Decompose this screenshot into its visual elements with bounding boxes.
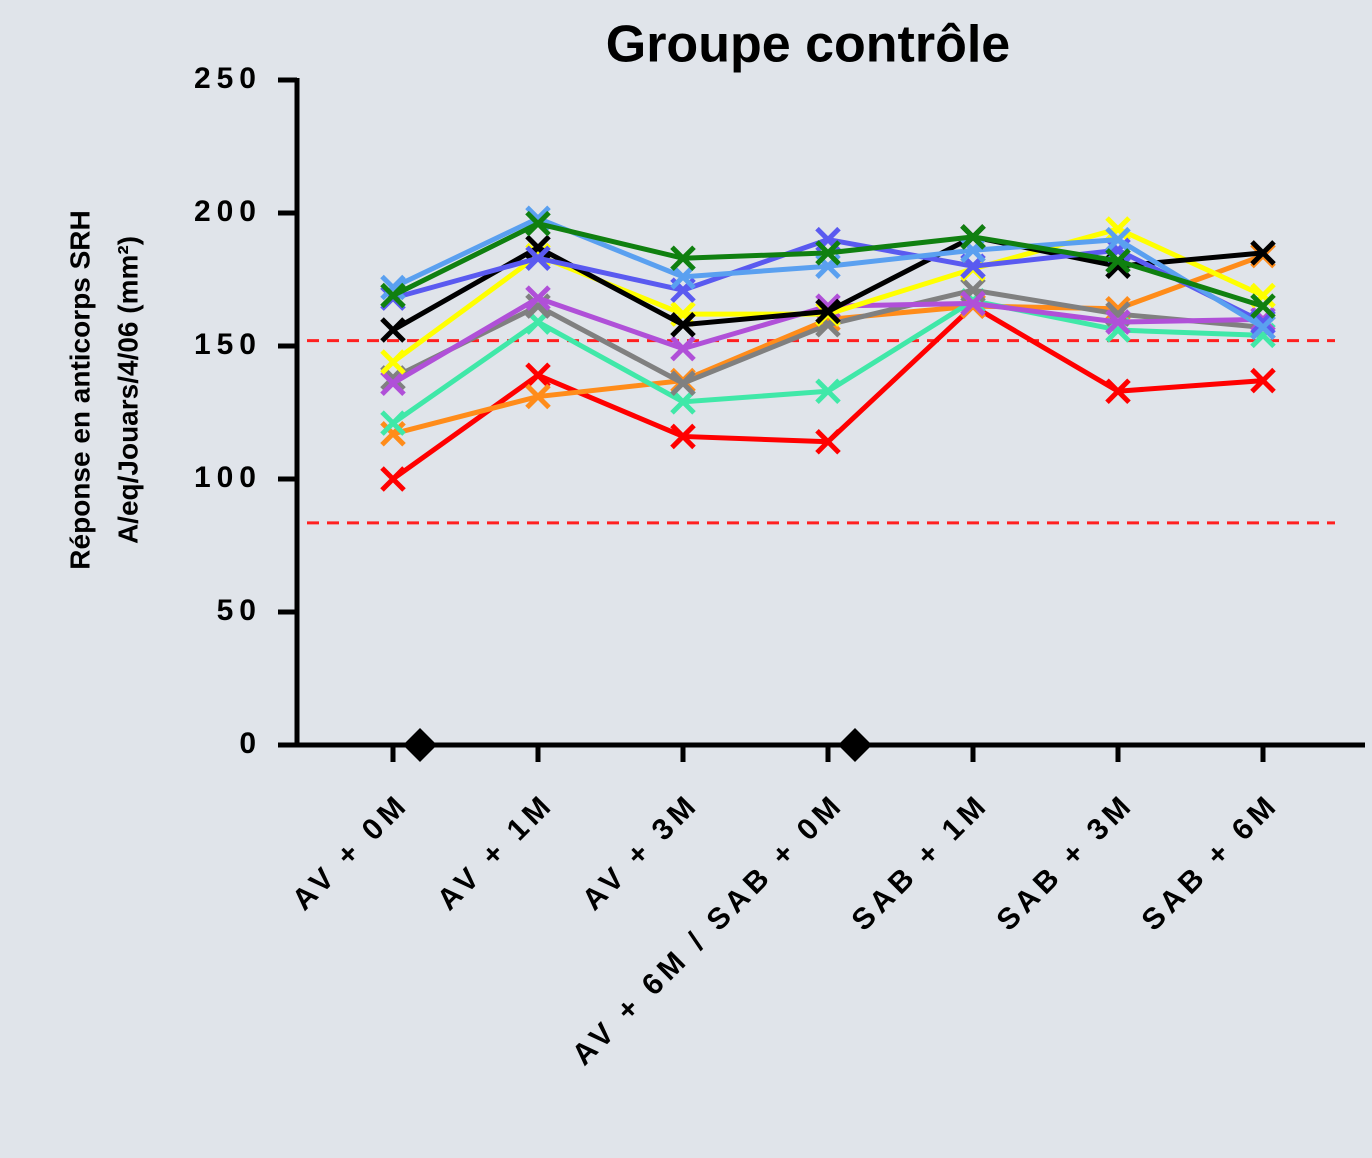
x-marker (380, 466, 406, 492)
y-tick-label: 50 (217, 594, 262, 627)
x-marker (380, 421, 406, 447)
x-marker (670, 423, 696, 450)
x-marker (960, 290, 986, 317)
y-tick-label: 100 (194, 461, 262, 494)
x-marker (525, 234, 551, 261)
x-marker (815, 378, 841, 404)
x-marker (525, 362, 551, 389)
x-marker (1105, 216, 1131, 242)
y-tick-label: 200 (194, 195, 262, 228)
x-marker (380, 370, 406, 397)
x-marker (670, 370, 696, 397)
x-marker (380, 274, 406, 301)
y-tick-label: 250 (194, 62, 262, 95)
x-marker (1250, 367, 1276, 394)
x-marker (380, 410, 406, 436)
x-marker (525, 383, 551, 410)
x-marker (525, 210, 551, 237)
y-tick-label: 150 (194, 328, 262, 361)
x-marker (1250, 293, 1276, 319)
x-marker (1105, 378, 1131, 404)
x-marker (525, 285, 551, 311)
y-axis-label: Réponse en anticorps SRH (64, 210, 95, 569)
x-marker (815, 240, 841, 266)
x-marker (815, 428, 841, 455)
x-marker (1105, 248, 1131, 274)
x-marker (670, 311, 696, 338)
x-marker (380, 317, 406, 343)
x-marker (525, 245, 551, 271)
y-tick-label: 0 (239, 727, 262, 760)
x-marker (670, 245, 696, 271)
x-marker (1105, 309, 1131, 335)
chart-title: Groupe contrôle (606, 16, 1010, 74)
diamond-marker (403, 728, 437, 762)
x-marker (815, 298, 841, 325)
x-marker (380, 349, 406, 375)
x-marker (670, 389, 696, 415)
y-axis-label: A/eq/Jouars/4/06 (mm²) (112, 236, 143, 544)
x-marker (380, 282, 406, 309)
x-marker (1105, 226, 1131, 253)
diamond-marker (838, 728, 872, 762)
x-marker (1250, 314, 1276, 341)
x-marker (1250, 240, 1276, 266)
x-marker (670, 264, 696, 290)
x-marker (670, 335, 696, 362)
x-marker (960, 224, 986, 250)
